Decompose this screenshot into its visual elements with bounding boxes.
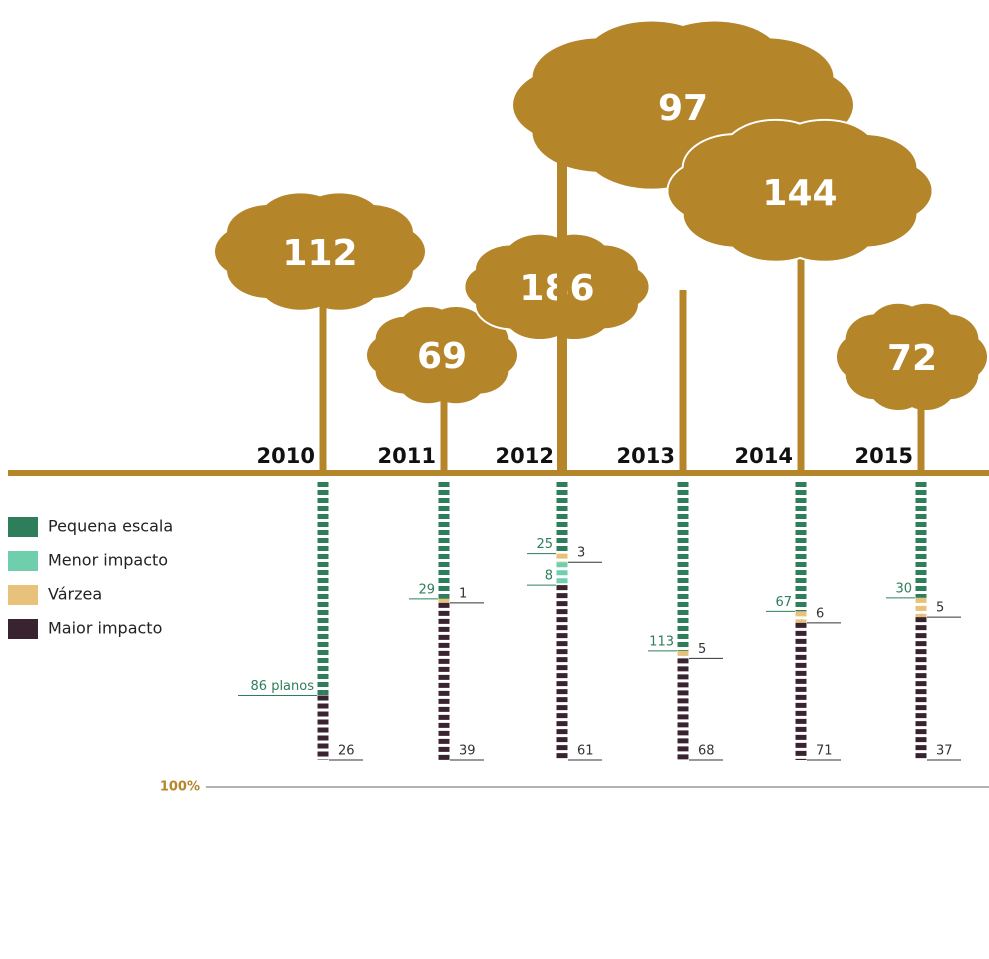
value-label: 30 [895,581,912,596]
legend-swatch [8,517,38,537]
value-label: 5 [936,601,944,616]
value-label: 61 [577,744,594,759]
tree: 72 [837,303,987,473]
crown [448,316,509,363]
year-label: 2012 [496,444,554,468]
value-label: 71 [816,744,833,759]
total-label: 69 [417,336,467,377]
value-label: 113 [649,634,674,649]
year-label: 2011 [378,444,436,468]
legend-swatch [8,585,38,605]
total-label: 97 [658,88,708,129]
value-label: 25 [536,537,553,552]
crown [565,245,638,294]
legend-swatch [8,551,38,571]
scale-label: 100% [160,780,200,795]
year-label: 2014 [735,444,793,468]
legend-label: Pequena escala [48,517,173,536]
total-label: 112 [282,233,357,274]
value-label: 67 [775,595,792,610]
value-label: 1 [459,586,467,601]
value-label: 68 [698,744,715,759]
value-label: 5 [698,642,706,657]
value-label: 39 [459,744,476,759]
year-label: 2015 [855,444,913,468]
value-label: 3 [577,546,585,561]
tree: 112 [215,193,425,473]
year-label: 2013 [617,444,675,468]
value-label: 8 [545,569,553,584]
tree: 144 [666,118,934,473]
value-label: 6 [816,606,824,621]
tree: 69 [367,307,517,473]
ground [8,470,989,476]
legend-label: Várzea [48,585,102,604]
crown [697,38,834,118]
value-label: 26 [338,744,355,759]
crown [328,205,413,261]
crown [918,314,979,365]
total-label: 72 [887,338,937,379]
crown [812,135,917,201]
value-label: 37 [936,744,953,759]
value-label: 29 [418,582,435,597]
value-label: 86 planos [251,679,315,694]
legend-label: Menor impacto [48,551,168,570]
legend-label: Maior impacto [48,619,162,638]
total-label: 144 [762,173,837,214]
legend-swatch [8,619,38,639]
year-label: 2010 [257,444,315,468]
